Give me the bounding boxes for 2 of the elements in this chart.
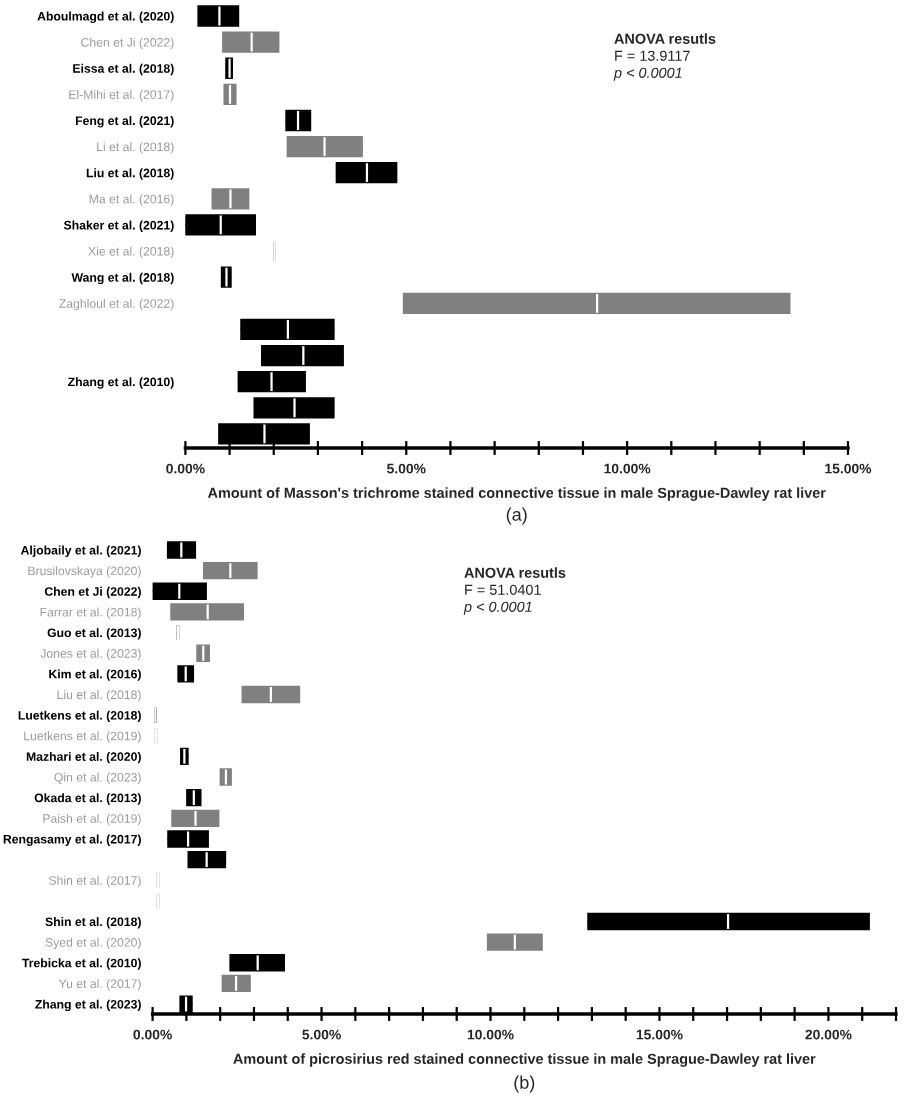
text: (a) <box>506 507 527 525</box>
text: (b) <box>514 1075 535 1093</box>
